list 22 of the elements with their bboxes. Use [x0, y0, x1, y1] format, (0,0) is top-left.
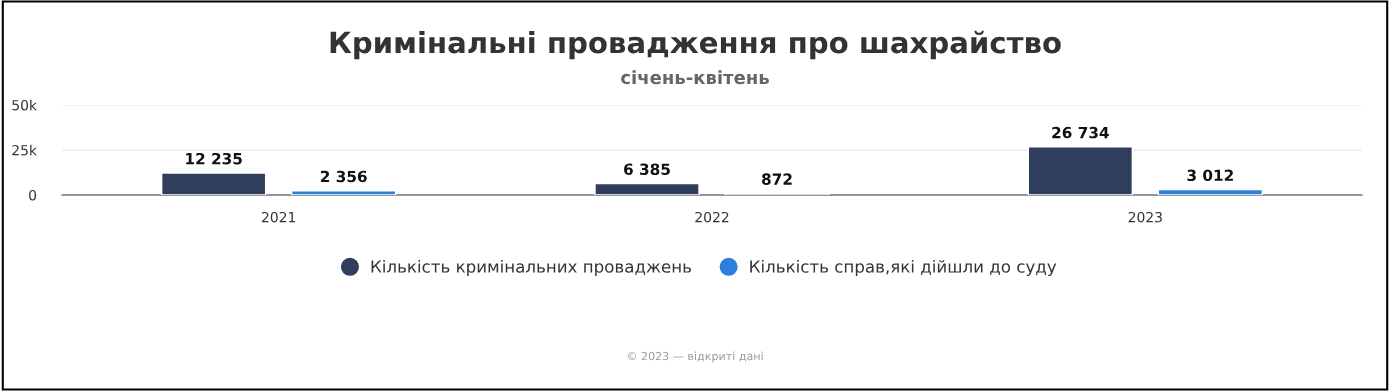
x-tick-label: 2022 — [695, 211, 729, 223]
data-label: 12 235 — [186, 152, 242, 165]
legend-label: Кількість справ,які дійшли до суду — [750, 259, 1057, 277]
x-tick-label: 2021 — [262, 211, 296, 223]
data-label: 2 356 — [320, 170, 367, 183]
y-tick-label: 25k — [12, 144, 37, 156]
bar — [290, 190, 397, 195]
chart-title: Кримінальні провадження про шахрайство — [330, 30, 1061, 60]
y-tick-label: 0 — [29, 189, 37, 201]
legend-label: Кількість кримінальних проваджень — [371, 259, 691, 277]
text: © 2023 — відкриті дані — [627, 351, 763, 363]
bar — [160, 172, 267, 195]
data-label: 26 734 — [1052, 126, 1109, 139]
data-label: 872 — [761, 173, 792, 185]
bar — [1027, 146, 1134, 195]
bar — [594, 182, 700, 195]
x-tick-label: 2023 — [1128, 211, 1162, 223]
data-label: 3 012 — [1187, 169, 1233, 182]
data-label: 6 385 — [624, 163, 670, 175]
chart-subtitle: січень-квітень — [621, 70, 769, 85]
y-tick-label: 50k — [12, 99, 37, 111]
bar — [1157, 188, 1264, 195]
